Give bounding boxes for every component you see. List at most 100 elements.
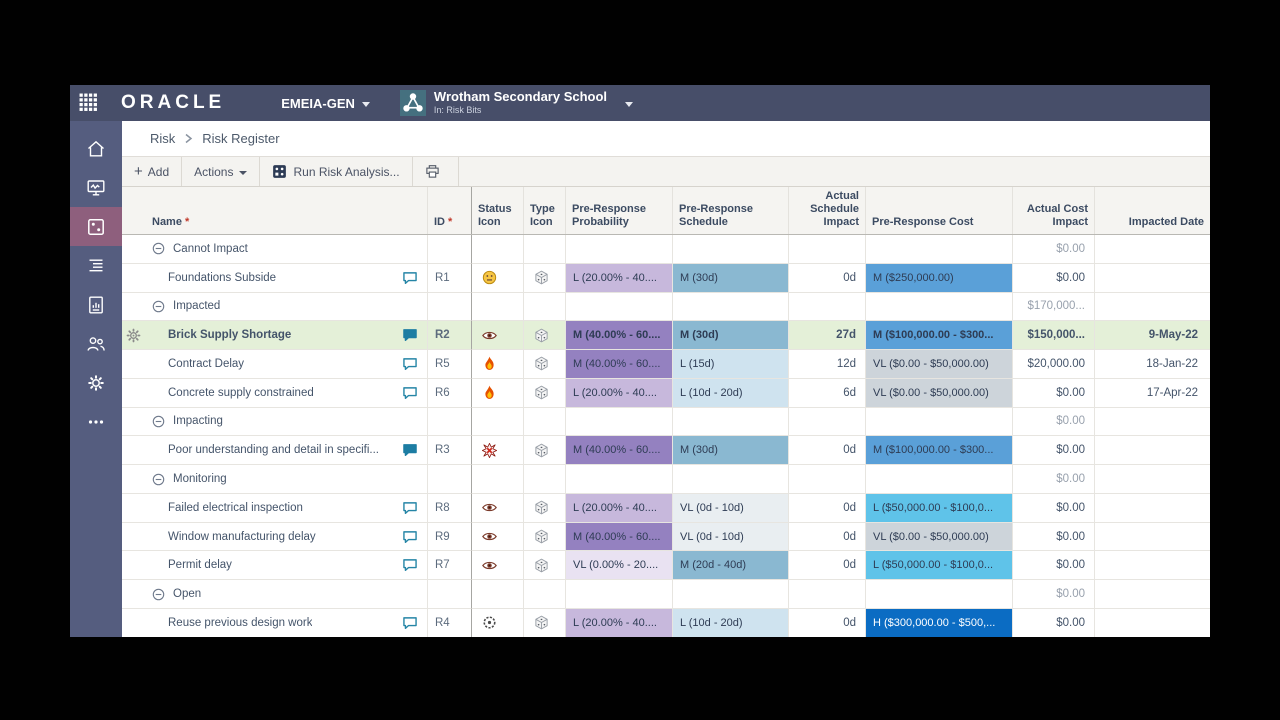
sidebar-item-more[interactable] bbox=[70, 402, 122, 441]
actual-schedule-impact-cell[interactable]: 0d bbox=[789, 493, 866, 523]
comment-outline-icon[interactable] bbox=[402, 271, 418, 285]
pre-response-probability-cell[interactable]: L (20.00% - 40.... bbox=[566, 493, 673, 523]
impacted-date-cell[interactable] bbox=[1095, 494, 1210, 523]
group-row[interactable]: Impacted $170,000... bbox=[122, 292, 1210, 322]
actual-cost-impact-cell[interactable]: $0.00 bbox=[1013, 493, 1095, 523]
pre-response-cost-cell[interactable]: L ($50,000.00 - $100,0... bbox=[866, 493, 1013, 523]
impacted-date-cell[interactable] bbox=[1095, 465, 1210, 494]
pre-response-schedule-cell[interactable] bbox=[673, 580, 789, 609]
header-id[interactable]: ID * bbox=[428, 187, 472, 234]
project-selector[interactable]: Wrotham Secondary School In: Risk Bits bbox=[399, 90, 634, 116]
pre-response-schedule-cell[interactable]: M (30d) bbox=[673, 321, 789, 351]
risk-id-cell[interactable]: R9 bbox=[428, 522, 472, 552]
risk-name-cell[interactable]: Foundations Subside bbox=[146, 263, 428, 293]
header-status-icon[interactable]: Status Icon bbox=[472, 187, 524, 234]
risk-id-cell[interactable]: R6 bbox=[428, 378, 472, 408]
pre-response-cost-cell[interactable] bbox=[866, 235, 1013, 264]
pre-response-cost-cell[interactable]: L ($50,000.00 - $100,0... bbox=[866, 551, 1013, 581]
actual-schedule-impact-cell[interactable]: 0d bbox=[789, 263, 866, 293]
risk-id-cell[interactable] bbox=[428, 407, 472, 437]
risk-id-cell[interactable] bbox=[428, 292, 472, 322]
group-name-cell[interactable]: Open bbox=[146, 580, 428, 609]
pre-response-schedule-cell[interactable]: L (10d - 20d) bbox=[673, 378, 789, 408]
pre-response-schedule-cell[interactable]: M (30d) bbox=[673, 263, 789, 293]
pre-response-schedule-cell[interactable]: VL (0d - 10d) bbox=[673, 522, 789, 552]
pre-response-probability-cell[interactable] bbox=[566, 580, 673, 609]
header-pre-response-probability[interactable]: Pre-Response Probability bbox=[566, 187, 673, 234]
impacted-date-cell[interactable]: 18-Jan-22 bbox=[1095, 350, 1210, 379]
impacted-date-cell[interactable] bbox=[1095, 580, 1210, 609]
sidebar-item-resources[interactable] bbox=[70, 324, 122, 363]
comment-filled-icon[interactable] bbox=[402, 443, 418, 457]
pre-response-cost-cell[interactable] bbox=[866, 580, 1013, 609]
impacted-date-cell[interactable] bbox=[1095, 609, 1210, 637]
actual-schedule-impact-cell[interactable]: 0d bbox=[789, 551, 866, 581]
impacted-date-cell[interactable] bbox=[1095, 408, 1210, 437]
actual-cost-impact-cell[interactable]: $0.00 bbox=[1013, 407, 1095, 437]
impacted-date-cell[interactable]: 9-May-22 bbox=[1095, 321, 1210, 351]
risk-id-cell[interactable]: R4 bbox=[428, 608, 472, 637]
comment-outline-icon[interactable] bbox=[402, 616, 418, 630]
risk-row[interactable]: Concrete supply constrained R6 L (20.00% -… bbox=[122, 378, 1210, 408]
collapse-icon[interactable] bbox=[152, 415, 165, 428]
pre-response-schedule-cell[interactable] bbox=[673, 407, 789, 437]
pre-response-schedule-cell[interactable] bbox=[673, 465, 789, 494]
pre-response-schedule-cell[interactable]: M (30d) bbox=[673, 436, 789, 466]
group-row[interactable]: Monitoring $0.00 bbox=[122, 465, 1210, 494]
risk-row[interactable]: Poor understanding and detail in specifi… bbox=[122, 436, 1210, 466]
impacted-date-cell[interactable] bbox=[1095, 551, 1210, 581]
actual-cost-impact-cell[interactable]: $0.00 bbox=[1013, 436, 1095, 466]
pre-response-cost-cell[interactable] bbox=[866, 292, 1013, 322]
header-impacted-date[interactable]: Impacted Date bbox=[1128, 216, 1204, 228]
impacted-date-cell[interactable] bbox=[1095, 293, 1210, 322]
actual-cost-impact-cell[interactable]: $150,000... bbox=[1013, 321, 1095, 351]
pre-response-probability-cell[interactable]: M (40.00% - 60.... bbox=[566, 321, 673, 351]
actual-schedule-impact-cell[interactable]: 27d bbox=[789, 321, 866, 351]
risk-row[interactable]: Window manufacturing delay R9 M (40.00% - … bbox=[122, 522, 1210, 552]
risk-row[interactable]: Brick Supply Shortage R2 M (40.00% - 60...… bbox=[122, 321, 1210, 351]
actions-menu-button[interactable]: Actions bbox=[182, 157, 259, 186]
risk-name-cell[interactable]: Window manufacturing delay bbox=[146, 522, 428, 552]
impacted-date-cell[interactable] bbox=[1095, 264, 1210, 293]
pre-response-probability-cell[interactable] bbox=[566, 407, 673, 437]
group-name-cell[interactable]: Monitoring bbox=[146, 465, 428, 494]
actual-cost-impact-cell[interactable]: $0.00 bbox=[1013, 580, 1095, 609]
risk-name-cell[interactable]: Concrete supply constrained bbox=[146, 378, 428, 408]
sidebar-item-home[interactable] bbox=[70, 129, 122, 168]
actual-schedule-impact-cell[interactable] bbox=[789, 465, 866, 494]
actual-cost-impact-cell[interactable]: $0.00 bbox=[1013, 551, 1095, 581]
add-button[interactable]: + Add bbox=[134, 162, 170, 180]
risk-id-cell[interactable] bbox=[428, 465, 472, 494]
risk-id-cell[interactable]: R8 bbox=[428, 493, 472, 523]
pre-response-schedule-cell[interactable] bbox=[673, 292, 789, 322]
actual-cost-impact-cell[interactable]: $0.00 bbox=[1013, 235, 1095, 264]
comment-outline-icon[interactable] bbox=[402, 558, 418, 572]
pre-response-cost-cell[interactable]: VL ($0.00 - $50,000.00) bbox=[866, 522, 1013, 552]
pre-response-cost-cell[interactable]: H ($300,000.00 - $500,... bbox=[866, 608, 1013, 637]
group-name-cell[interactable]: Impacted bbox=[146, 292, 428, 322]
actual-schedule-impact-cell[interactable] bbox=[789, 292, 866, 322]
pre-response-cost-cell[interactable] bbox=[866, 465, 1013, 494]
risk-name-cell[interactable]: Poor understanding and detail in specifi… bbox=[146, 436, 428, 466]
actual-cost-impact-cell[interactable]: $0.00 bbox=[1013, 465, 1095, 494]
impacted-date-cell[interactable] bbox=[1095, 235, 1210, 264]
actual-schedule-impact-cell[interactable]: 0d bbox=[789, 436, 866, 466]
actual-cost-impact-cell[interactable]: $20,000.00 bbox=[1013, 350, 1095, 379]
pre-response-probability-cell[interactable]: L (20.00% - 40.... bbox=[566, 263, 673, 293]
risk-id-cell[interactable]: R7 bbox=[428, 551, 472, 581]
pre-response-probability-cell[interactable]: M (40.00% - 60.... bbox=[566, 350, 673, 379]
collapse-icon[interactable] bbox=[152, 473, 165, 486]
risk-name-cell[interactable]: Permit delay bbox=[146, 551, 428, 581]
risk-name-cell[interactable]: Contract Delay bbox=[146, 350, 428, 379]
actual-cost-impact-cell[interactable]: $170,000... bbox=[1013, 292, 1095, 322]
pre-response-probability-cell[interactable]: M (40.00% - 60.... bbox=[566, 522, 673, 552]
risk-row[interactable]: Permit delay R7 VL (0.00% - 20.... M (20d -… bbox=[122, 551, 1210, 581]
collapse-icon[interactable] bbox=[152, 588, 165, 601]
sidebar-item-scope[interactable] bbox=[70, 246, 122, 285]
sidebar-item-settings[interactable] bbox=[70, 363, 122, 402]
comment-filled-icon[interactable] bbox=[402, 328, 418, 342]
risk-name-cell[interactable]: Failed electrical inspection bbox=[146, 493, 428, 523]
app-launcher-waffle-icon[interactable] bbox=[79, 93, 100, 114]
run-risk-analysis-button[interactable]: Run Risk Analysis... bbox=[260, 157, 411, 186]
risk-name-cell[interactable]: Reuse previous design work bbox=[146, 608, 428, 637]
